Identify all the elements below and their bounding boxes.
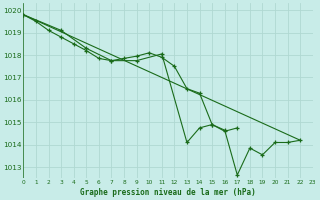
- X-axis label: Graphe pression niveau de la mer (hPa): Graphe pression niveau de la mer (hPa): [80, 188, 256, 197]
